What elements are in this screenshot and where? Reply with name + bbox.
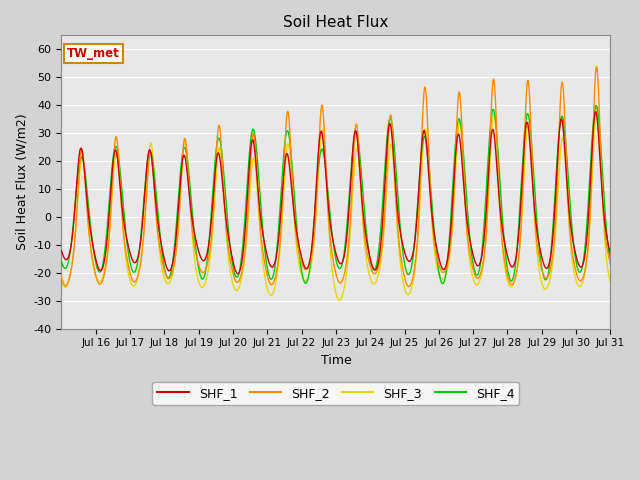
SHF_1 bbox=[231, 265, 239, 271]
SHF_4 bbox=[592, 103, 600, 108]
SHF_3 bbox=[113, 150, 120, 156]
SHF_2 bbox=[58, 273, 65, 279]
SHF_3 bbox=[593, 104, 601, 110]
SHF_3 bbox=[58, 278, 65, 284]
Title: Soil Heat Flux: Soil Heat Flux bbox=[284, 15, 388, 30]
Line: SHF_4: SHF_4 bbox=[61, 106, 611, 284]
Line: SHF_3: SHF_3 bbox=[61, 107, 611, 300]
SHF_2 bbox=[607, 260, 614, 266]
SHF_2 bbox=[405, 284, 413, 289]
SHF_1 bbox=[599, 202, 607, 207]
SHF_1 bbox=[607, 251, 614, 257]
SHF_4 bbox=[532, 210, 540, 216]
SHF_3 bbox=[607, 280, 614, 286]
SHF_4 bbox=[369, 266, 376, 272]
Line: SHF_1: SHF_1 bbox=[61, 112, 611, 274]
SHF_4 bbox=[599, 179, 607, 184]
SHF_3 bbox=[532, 241, 540, 247]
Line: SHF_2: SHF_2 bbox=[61, 67, 611, 287]
SHF_4 bbox=[58, 259, 65, 264]
SHF_4 bbox=[607, 262, 614, 267]
Y-axis label: Soil Heat Flux (W/m2): Soil Heat Flux (W/m2) bbox=[15, 114, 28, 250]
SHF_1 bbox=[234, 271, 242, 276]
SHF_4 bbox=[231, 271, 239, 277]
SHF_4 bbox=[439, 281, 447, 287]
SHF_1 bbox=[502, 243, 509, 249]
SHF_2 bbox=[593, 64, 600, 70]
SHF_4 bbox=[113, 144, 120, 149]
SHF_3 bbox=[599, 208, 607, 214]
SHF_2 bbox=[113, 134, 120, 140]
SHF_3 bbox=[502, 268, 509, 274]
SHF_1 bbox=[113, 149, 120, 155]
SHF_4 bbox=[502, 249, 509, 255]
SHF_2 bbox=[532, 234, 540, 240]
SHF_2 bbox=[599, 204, 607, 209]
SHF_3 bbox=[231, 286, 239, 292]
SHF_1 bbox=[58, 248, 65, 253]
Legend: SHF_1, SHF_2, SHF_3, SHF_4: SHF_1, SHF_2, SHF_3, SHF_4 bbox=[152, 382, 520, 405]
SHF_2 bbox=[231, 276, 239, 282]
SHF_2 bbox=[502, 262, 509, 267]
SHF_3 bbox=[369, 281, 377, 287]
X-axis label: Time: Time bbox=[321, 354, 351, 367]
SHF_3 bbox=[336, 298, 344, 303]
SHF_1 bbox=[592, 109, 600, 115]
SHF_2 bbox=[369, 270, 376, 276]
SHF_1 bbox=[369, 265, 377, 271]
Text: TW_met: TW_met bbox=[67, 47, 120, 60]
SHF_1 bbox=[532, 223, 540, 228]
